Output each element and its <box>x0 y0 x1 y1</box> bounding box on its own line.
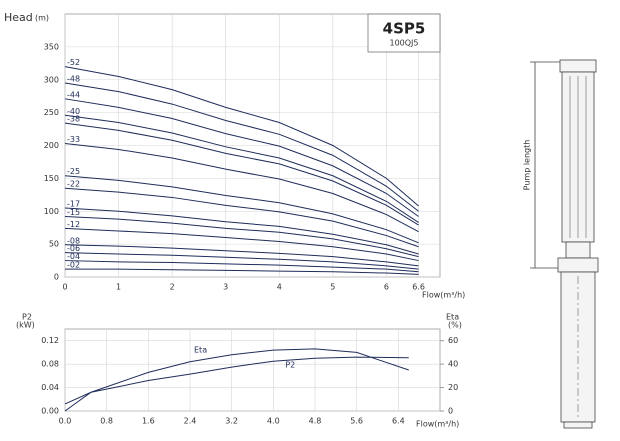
x-tick-label: 5 <box>330 283 335 292</box>
series-label: P2 <box>285 361 295 370</box>
series-label: -02 <box>67 261 80 270</box>
x-tick-label: 0.0 <box>59 417 72 426</box>
series-label: Eta <box>194 345 207 354</box>
pump-head <box>559 59 597 73</box>
motor-base <box>563 421 593 429</box>
series-line <box>64 114 419 223</box>
pump-diagram: Pump length <box>523 59 599 429</box>
series-line <box>64 66 419 207</box>
y-tick-label: 100 <box>44 207 59 216</box>
series-label: -12 <box>67 220 80 229</box>
x-tick-label: 1.6 <box>142 417 155 426</box>
series-line <box>64 244 419 267</box>
series-line <box>64 187 419 248</box>
x-tick-label: 0.8 <box>100 417 113 426</box>
series-line <box>64 227 419 262</box>
dimension-label: Pump length <box>523 140 532 191</box>
title-box: 4SP5 100QJ5 <box>367 13 441 53</box>
y2-axis-unit: (%) <box>448 321 462 330</box>
x-tick-label: 4.8 <box>309 417 322 426</box>
x-axis-title: Flow(m³/h) <box>416 420 459 429</box>
series-label: -06 <box>67 244 80 253</box>
pump-intake <box>565 241 591 259</box>
x-axis-title: Flow(m³/h) <box>422 291 465 300</box>
y-tick-label: 300 <box>44 75 59 84</box>
series-label: -40 <box>67 107 80 116</box>
title-frame <box>367 13 441 53</box>
series-label: -17 <box>67 199 80 208</box>
series-line <box>64 348 409 412</box>
x-tick-label: 1 <box>116 283 121 292</box>
series-label: -22 <box>67 180 80 189</box>
series-line <box>64 207 419 255</box>
y-axis-unit: (kW) <box>16 321 35 330</box>
series-line <box>64 216 419 258</box>
y2-tick-label: 60 <box>448 336 458 345</box>
x-tick-label: 3 <box>223 283 228 292</box>
y-tick-label: 350 <box>44 42 59 51</box>
y-axis-unit: (m) <box>35 14 49 23</box>
x-tick-label: 4 <box>277 283 282 292</box>
series-label: -48 <box>67 75 80 84</box>
series-line <box>64 82 419 212</box>
y-tick-label: 0.04 <box>41 383 59 392</box>
x-tick-label: 3.2 <box>225 417 238 426</box>
y2-axis-title: Eta <box>446 313 459 322</box>
series-line <box>64 260 419 273</box>
plot-area <box>64 328 441 412</box>
series-label: -52 <box>67 58 80 67</box>
x-tick-label: 5.6 <box>350 417 363 426</box>
series-label: -44 <box>67 90 80 99</box>
series-line <box>64 143 419 233</box>
y-tick-label: 0.00 <box>41 407 59 416</box>
y2-tick-label: 0 <box>448 407 453 416</box>
y-tick-label: 0.08 <box>41 360 59 369</box>
y-tick-label: 250 <box>44 108 59 117</box>
y-tick-label: 0.12 <box>41 336 59 345</box>
series-label: -38 <box>67 115 80 124</box>
x-tick-label: 6 <box>384 283 389 292</box>
x-tick-label: 2.4 <box>184 417 197 426</box>
x-tick-label: 4.0 <box>267 417 280 426</box>
pump-stages <box>569 76 587 238</box>
x-tick-label: 0 <box>62 283 67 292</box>
x-tick-label: 6.4 <box>392 417 405 426</box>
series-label: -33 <box>67 135 80 144</box>
chart-title: 4SP5 <box>383 20 426 38</box>
y-tick-label: 0 <box>54 273 59 282</box>
pump-coupling <box>557 257 599 273</box>
series-label: -15 <box>67 208 80 217</box>
series-line <box>64 175 419 244</box>
y-tick-label: 50 <box>49 240 59 249</box>
y2-tick-label: 40 <box>448 360 458 369</box>
series-label: -25 <box>67 167 80 176</box>
series-line <box>64 356 409 405</box>
chart-subtitle: 100QJ5 <box>389 39 418 48</box>
series-label: -08 <box>67 236 80 245</box>
y-axis-title: P2 <box>22 313 32 322</box>
y2-tick-label: 20 <box>448 383 458 392</box>
x-tick-label: 6.6 <box>412 283 425 292</box>
series-line <box>65 268 419 275</box>
x-tick-label: 2 <box>170 283 175 292</box>
series-line <box>64 122 419 226</box>
series-line <box>64 98 419 217</box>
y-tick-label: 150 <box>44 174 59 183</box>
y-axis-title: Head <box>4 11 33 24</box>
y-tick-label: 200 <box>44 141 59 150</box>
series-line <box>64 252 419 270</box>
series-label: -04 <box>67 252 80 261</box>
